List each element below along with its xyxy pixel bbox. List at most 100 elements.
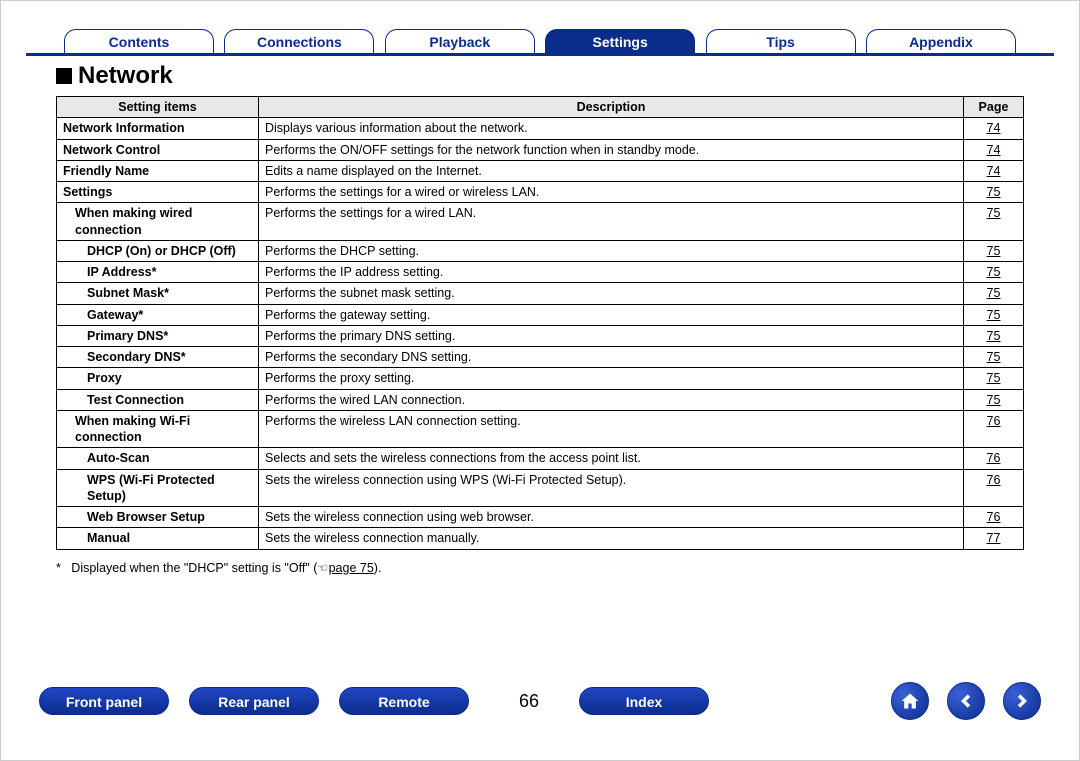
page-link[interactable]: 75 xyxy=(964,203,1024,241)
page-link[interactable]: 75 xyxy=(964,347,1024,368)
setting-description: Edits a name displayed on the Internet. xyxy=(259,160,964,181)
table-row: When making Wi-Fi connectionPerforms the… xyxy=(57,410,1024,448)
page-number: 66 xyxy=(519,691,539,712)
page-link[interactable]: 75 xyxy=(964,240,1024,261)
section-title: Network xyxy=(78,62,173,89)
page-link[interactable]: 74 xyxy=(964,118,1024,139)
setting-item: Network Control xyxy=(57,139,259,160)
page-link[interactable]: 75 xyxy=(964,325,1024,346)
table-row: IP Address*Performs the IP address setti… xyxy=(57,262,1024,283)
arrow-right-icon xyxy=(1012,691,1032,711)
table-row: ProxyPerforms the proxy setting.75 xyxy=(57,368,1024,389)
home-button[interactable] xyxy=(891,682,929,720)
footnote-marker: * xyxy=(56,561,61,575)
page-link[interactable]: 76 xyxy=(964,469,1024,507)
page-link[interactable]: 75 xyxy=(964,182,1024,203)
setting-description: Sets the wireless connection manually. xyxy=(259,528,964,549)
setting-description: Performs the gateway setting. xyxy=(259,304,964,325)
setting-description: Performs the settings for a wired or wir… xyxy=(259,182,964,203)
next-page-button[interactable] xyxy=(1003,682,1041,720)
front-panel-button[interactable]: Front panel xyxy=(39,687,169,715)
tab-connections[interactable]: Connections xyxy=(224,29,374,53)
rear-panel-button[interactable]: Rear panel xyxy=(189,687,319,715)
page-link[interactable]: 75 xyxy=(964,389,1024,410)
setting-item: Network Information xyxy=(57,118,259,139)
setting-item: Manual xyxy=(57,528,259,549)
setting-description: Sets the wireless connection using WPS (… xyxy=(259,469,964,507)
footnote-link[interactable]: page 75 xyxy=(329,561,374,575)
section-heading: Network xyxy=(26,56,1054,96)
page-link[interactable]: 75 xyxy=(964,368,1024,389)
setting-item: IP Address* xyxy=(57,262,259,283)
tab-appendix[interactable]: Appendix xyxy=(866,29,1016,53)
page-link[interactable]: 75 xyxy=(964,283,1024,304)
setting-description: Performs the DHCP setting. xyxy=(259,240,964,261)
setting-item: Auto-Scan xyxy=(57,448,259,469)
table-row: Network ControlPerforms the ON/OFF setti… xyxy=(57,139,1024,160)
top-tabs-bar: Contents Connections Playback Settings T… xyxy=(26,1,1054,56)
table-row: Test ConnectionPerforms the wired LAN co… xyxy=(57,389,1024,410)
setting-item: When making Wi-Fi connection xyxy=(57,410,259,448)
page-link[interactable]: 74 xyxy=(964,160,1024,181)
table-row: Primary DNS*Performs the primary DNS set… xyxy=(57,325,1024,346)
page-link[interactable]: 75 xyxy=(964,304,1024,325)
setting-description: Performs the wired LAN connection. xyxy=(259,389,964,410)
arrow-left-icon xyxy=(956,691,976,711)
setting-description: Performs the wireless LAN connection set… xyxy=(259,410,964,448)
table-row: DHCP (On) or DHCP (Off)Performs the DHCP… xyxy=(57,240,1024,261)
tab-settings[interactable]: Settings xyxy=(545,29,695,53)
footnote-text-after: ). xyxy=(374,561,382,575)
page-link[interactable]: 76 xyxy=(964,410,1024,448)
setting-description: Sets the wireless connection using web b… xyxy=(259,507,964,528)
setting-description: Performs the IP address setting. xyxy=(259,262,964,283)
table-row: Auto-ScanSelects and sets the wireless c… xyxy=(57,448,1024,469)
tab-contents[interactable]: Contents xyxy=(64,29,214,53)
setting-item: Subnet Mask* xyxy=(57,283,259,304)
table-header-row: Setting items Description Page xyxy=(57,97,1024,118)
bottom-nav: Front panel Rear panel Remote 66 Index xyxy=(1,682,1079,720)
table-row: Secondary DNS*Performs the secondary DNS… xyxy=(57,347,1024,368)
setting-item: WPS (Wi-Fi Protected Setup) xyxy=(57,469,259,507)
table-row: Web Browser SetupSets the wireless conne… xyxy=(57,507,1024,528)
setting-item: Secondary DNS* xyxy=(57,347,259,368)
setting-description: Selects and sets the wireless connection… xyxy=(259,448,964,469)
table-row: WPS (Wi-Fi Protected Setup)Sets the wire… xyxy=(57,469,1024,507)
table-row: SettingsPerforms the settings for a wire… xyxy=(57,182,1024,203)
page-link[interactable]: 76 xyxy=(964,448,1024,469)
setting-item: Gateway* xyxy=(57,304,259,325)
setting-item: Settings xyxy=(57,182,259,203)
setting-description: Performs the subnet mask setting. xyxy=(259,283,964,304)
page-link[interactable]: 77 xyxy=(964,528,1024,549)
setting-description: Performs the settings for a wired LAN. xyxy=(259,203,964,241)
page-link[interactable]: 74 xyxy=(964,139,1024,160)
setting-item: Web Browser Setup xyxy=(57,507,259,528)
setting-item: DHCP (On) or DHCP (Off) xyxy=(57,240,259,261)
prev-page-button[interactable] xyxy=(947,682,985,720)
tab-tips[interactable]: Tips xyxy=(706,29,856,53)
home-icon xyxy=(900,691,920,711)
table-row: Subnet Mask*Performs the subnet mask set… xyxy=(57,283,1024,304)
setting-item: Test Connection xyxy=(57,389,259,410)
setting-item: When making wired connection xyxy=(57,203,259,241)
page-link[interactable]: 75 xyxy=(964,262,1024,283)
tab-playback[interactable]: Playback xyxy=(385,29,535,53)
setting-item: Primary DNS* xyxy=(57,325,259,346)
hand-pointer-icon: ☞ xyxy=(317,560,328,575)
setting-item: Friendly Name xyxy=(57,160,259,181)
setting-description: Performs the ON/OFF settings for the net… xyxy=(259,139,964,160)
setting-description: Performs the proxy setting. xyxy=(259,368,964,389)
page-link[interactable]: 76 xyxy=(964,507,1024,528)
remote-button[interactable]: Remote xyxy=(339,687,469,715)
setting-description: Performs the secondary DNS setting. xyxy=(259,347,964,368)
footnote: * Displayed when the "DHCP" setting is "… xyxy=(56,560,1024,575)
index-button[interactable]: Index xyxy=(579,687,709,715)
table-row: Friendly NameEdits a name displayed on t… xyxy=(57,160,1024,181)
table-row: Network InformationDisplays various info… xyxy=(57,118,1024,139)
table-row: ManualSets the wireless connection manua… xyxy=(57,528,1024,549)
col-page: Page xyxy=(964,97,1024,118)
table-row: When making wired connectionPerforms the… xyxy=(57,203,1024,241)
col-setting-items: Setting items xyxy=(57,97,259,118)
col-description: Description xyxy=(259,97,964,118)
settings-table: Setting items Description Page Network I… xyxy=(56,96,1024,550)
setting-item: Proxy xyxy=(57,368,259,389)
